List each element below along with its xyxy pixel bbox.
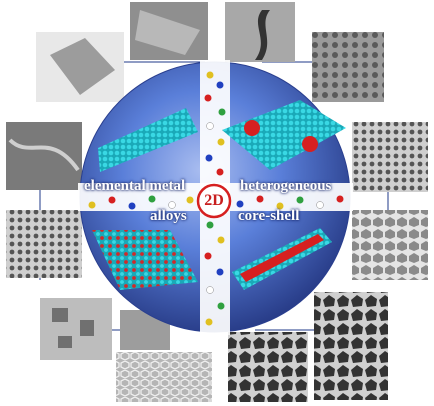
alloy-sheet bbox=[92, 230, 198, 290]
tem-tile bbox=[228, 332, 308, 402]
core-shell-core bbox=[240, 234, 324, 282]
center-badge bbox=[196, 183, 232, 219]
elemental-metal-label: elemental metal bbox=[84, 178, 186, 194]
tem-tile bbox=[6, 122, 82, 190]
tem-tile bbox=[40, 298, 112, 360]
core-shell-label: core-shell bbox=[238, 208, 300, 224]
heterogeneous-dot bbox=[302, 136, 318, 152]
tem-tile bbox=[116, 352, 212, 402]
heterogeneous-label: heterogeneous bbox=[240, 178, 332, 194]
micrograph-tiles bbox=[6, 2, 428, 402]
heterogeneous-dot bbox=[244, 120, 260, 136]
tem-tile bbox=[314, 292, 388, 400]
heterogeneous-sheet bbox=[222, 100, 346, 170]
tem-tile bbox=[312, 32, 384, 102]
tem-tile bbox=[6, 210, 82, 278]
scattered-atoms bbox=[88, 71, 344, 326]
tem-tile bbox=[352, 210, 428, 280]
center-label: 2D bbox=[204, 192, 224, 209]
alloys-label: alloys bbox=[150, 208, 187, 224]
elemental-metal-sheet bbox=[98, 108, 198, 172]
tem-tile bbox=[352, 122, 428, 192]
